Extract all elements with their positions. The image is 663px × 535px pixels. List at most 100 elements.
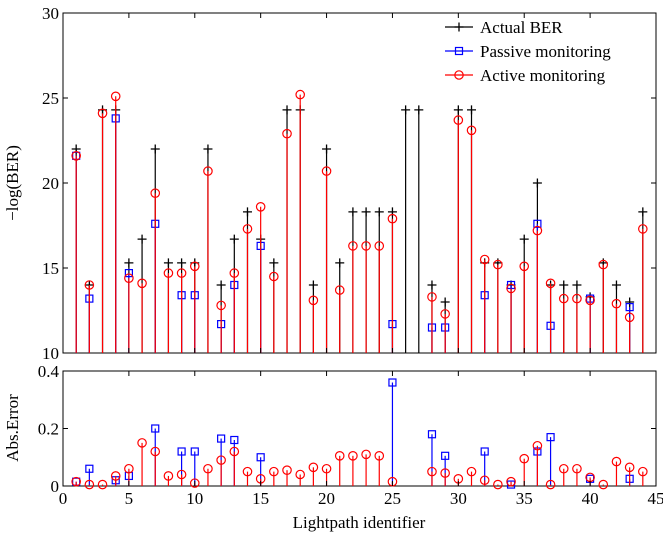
active-monitoring-marker [269,466,279,477]
active-monitoring-marker [137,438,147,448]
active-monitoring-marker [440,468,450,478]
active-monitoring-marker [427,292,437,302]
actual-ber-marker [150,144,160,154]
active-monitoring-marker [203,463,213,474]
active-monitoring-marker [242,466,253,477]
active-monitoring-marker [532,440,543,451]
active-monitoring-marker [203,166,213,176]
active-monitoring-marker [572,463,582,474]
active-monitoring-marker [334,451,345,461]
active-monitoring-marker [361,241,371,251]
active-monitoring-marker [229,268,240,278]
active-monitoring-marker [137,278,147,289]
active-monitoring-marker [374,451,385,461]
x-tick-label: 40 [582,489,599,508]
x-tick-label: 0 [59,489,68,508]
active-monitoring-marker [71,151,81,161]
active-monitoring-marker [440,309,450,319]
active-monitoring-marker [150,188,161,198]
active-monitoring-marker [493,259,503,270]
active-monitoring-marker [519,453,530,464]
active-monitoring-marker [453,115,464,125]
actual-ber-marker [124,258,134,268]
y-tick-label: 25 [42,89,59,108]
active-monitoring-marker [163,268,174,278]
actual-ber-marker [374,207,384,217]
active-monitoring-marker [295,469,305,480]
active-monitoring-marker [110,471,121,481]
x-tick-label: 30 [450,489,467,508]
bottom-axes-box [62,370,657,487]
active-monitoring-marker [598,479,609,490]
active-monitoring-marker [427,466,437,477]
actual-ber-marker [269,258,279,268]
passive-monitoring-marker [217,434,226,443]
active-monitoring-marker [519,261,530,272]
active-monitoring-marker [176,268,187,278]
active-monitoring-marker [295,89,305,100]
active-monitoring-marker [255,202,266,212]
bottom-panel: 0 0.2 0.4 0 5 10 15 20 25 30 35 40 45 Abs.Error Ligh… [3,362,663,532]
active-monitoring-marker [308,295,319,306]
passive-monitoring-marker [546,433,555,442]
y-tick-label: 0.4 [38,362,60,381]
actual-ber-marker [401,105,411,115]
x-tick-label: 45 [648,489,663,508]
actual-ber-marker [427,280,437,290]
actual-ber-marker [559,280,569,290]
y-tick-label: 30 [42,4,59,23]
legend-label: Actual BER [480,18,563,37]
passive-monitoring-marker [625,303,634,312]
passive-monitoring-marker [533,219,542,228]
top-ylabel: −log(BER) [3,145,22,221]
actual-ber-marker [532,178,542,188]
active-monitoring-marker [493,479,503,490]
active-monitoring-marker [97,108,108,119]
active-monitoring-marker [229,446,240,457]
legend-label: Active monitoring [480,66,606,85]
actual-ber-marker [216,280,226,290]
actual-ber-marker [638,207,648,217]
actual-ber-marker [348,207,358,217]
active-monitoring-marker [572,293,582,304]
passive-monitoring-marker [256,453,265,462]
active-monitoring-marker [558,293,569,304]
active-monitoring-marker [506,476,516,487]
x-tick-label: 15 [252,489,269,508]
top-stems [71,89,648,353]
passive-monitoring-marker [177,447,186,456]
legend: Actual BER Passive monitoring Active monit… [445,18,611,85]
actual-ber-marker [282,105,292,115]
bottom-ticks: 0 0.2 0.4 0 5 10 15 20 25 30 35 40 45 [38,362,663,508]
active-monitoring-marker [387,213,398,224]
active-monitoring-marker [611,298,622,309]
y-tick-label: 0.2 [38,420,59,439]
actual-ber-marker [625,297,635,307]
legend-marker [454,46,464,56]
actual-ber-marker [440,297,450,307]
passive-monitoring-marker [124,269,133,278]
x-tick-label: 35 [516,489,533,508]
active-monitoring-marker [638,224,648,234]
actual-ber-marker [177,258,187,268]
active-monitoring-marker [124,463,134,474]
active-monitoring-marker [97,479,108,490]
active-monitoring-marker [374,241,385,251]
passive-monitoring-marker [427,430,437,439]
active-monitoring-marker [348,241,358,251]
active-monitoring-marker [466,125,477,136]
xlabel: Lightpath identifier [293,513,426,532]
actual-ber-marker [414,105,424,115]
active-monitoring-marker [545,479,556,490]
actual-ber-marker [137,234,147,244]
x-tick-label: 25 [384,489,401,508]
x-tick-label: 5 [125,489,134,508]
actual-ber-marker [203,144,213,154]
actual-ber-marker [229,234,239,244]
active-monitoring-marker [216,455,226,465]
actual-ber-marker [361,207,371,217]
bottom-ylabel: Abs.Error [3,394,22,462]
active-monitoring-marker [242,224,253,234]
actual-ber-marker [467,105,477,115]
top-axes-box [62,12,657,354]
